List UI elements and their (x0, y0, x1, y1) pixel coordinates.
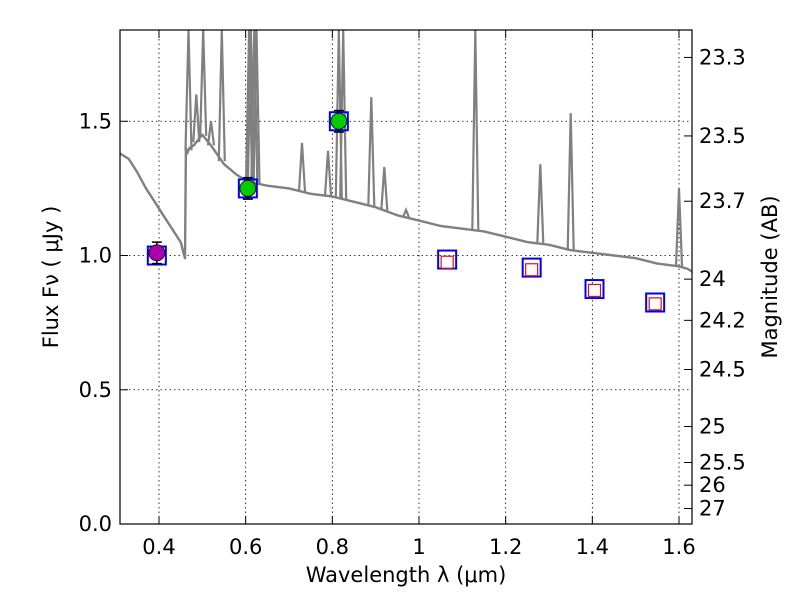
emission-line (566, 113, 575, 251)
emission-line (206, 121, 216, 146)
y-tick-label: 1.0 (79, 244, 112, 268)
y-tick-label: 1.5 (79, 109, 112, 133)
emission-line (199, 29, 208, 136)
x-tick-label: 1.6 (662, 535, 695, 559)
mag-tick-label: 23.7 (699, 189, 746, 213)
x-tick-label: 1.4 (576, 535, 609, 559)
mag-tick-label: 23.3 (699, 45, 746, 69)
mag-tick-label: 25 (699, 415, 726, 439)
mag-tick-label: 25.5 (699, 450, 746, 474)
emission-line (184, 29, 193, 151)
mag-tick-label: 24.5 (699, 358, 746, 382)
emission-line (471, 29, 480, 231)
emission-line (674, 188, 684, 267)
emission-line (367, 97, 376, 207)
open-square-marker (525, 263, 539, 277)
emission-line (401, 206, 411, 218)
ticks: 0.4 0.6 0.8 1 1.2 1.4 1.6 0.0 0.5 1.0 1.5 23.3 23.5 2… (79, 30, 746, 559)
x-tick-label: 0.8 (316, 535, 349, 559)
mag-tick-label: 26 (699, 473, 726, 497)
open-square-marker (440, 255, 454, 269)
x-tick-label: 1 (412, 535, 425, 559)
emission-line (192, 94, 201, 143)
emission-line (217, 29, 226, 162)
emission-line (536, 164, 545, 244)
mag-tick-label: 27 (699, 497, 726, 521)
mag-tick-label: 24.2 (699, 308, 746, 332)
x-tick-label: 0.6 (229, 535, 262, 559)
right-axis-label: Magnitude (AB) (758, 195, 782, 358)
model-photometry-box (584, 279, 605, 300)
y-axis-label: Flux Fν ( μJy ) (39, 206, 63, 349)
photometry-point (148, 244, 166, 262)
model-photometry-box (645, 292, 666, 313)
model-photometry-box (521, 257, 542, 278)
model-spectrum-line (119, 133, 693, 273)
open-square-marker (648, 297, 662, 311)
plot-frame (119, 29, 693, 525)
emission-line (323, 150, 333, 196)
plot-area (119, 29, 693, 313)
x-tick-label: 1.2 (489, 535, 522, 559)
mag-tick-label: 23.5 (699, 124, 746, 148)
photometry-point (239, 180, 257, 197)
open-square-marker (587, 283, 602, 298)
emission-line (380, 166, 389, 211)
x-tick-label: 0.4 (142, 535, 175, 559)
mag-tick-label: 24 (699, 267, 726, 291)
x-axis-label: Wavelength λ (μm) (306, 563, 507, 587)
emission-line (297, 142, 307, 192)
y-tick-label: 0.5 (79, 378, 112, 402)
photometry-point (330, 112, 348, 130)
y-tick-label: 0.0 (79, 512, 112, 536)
